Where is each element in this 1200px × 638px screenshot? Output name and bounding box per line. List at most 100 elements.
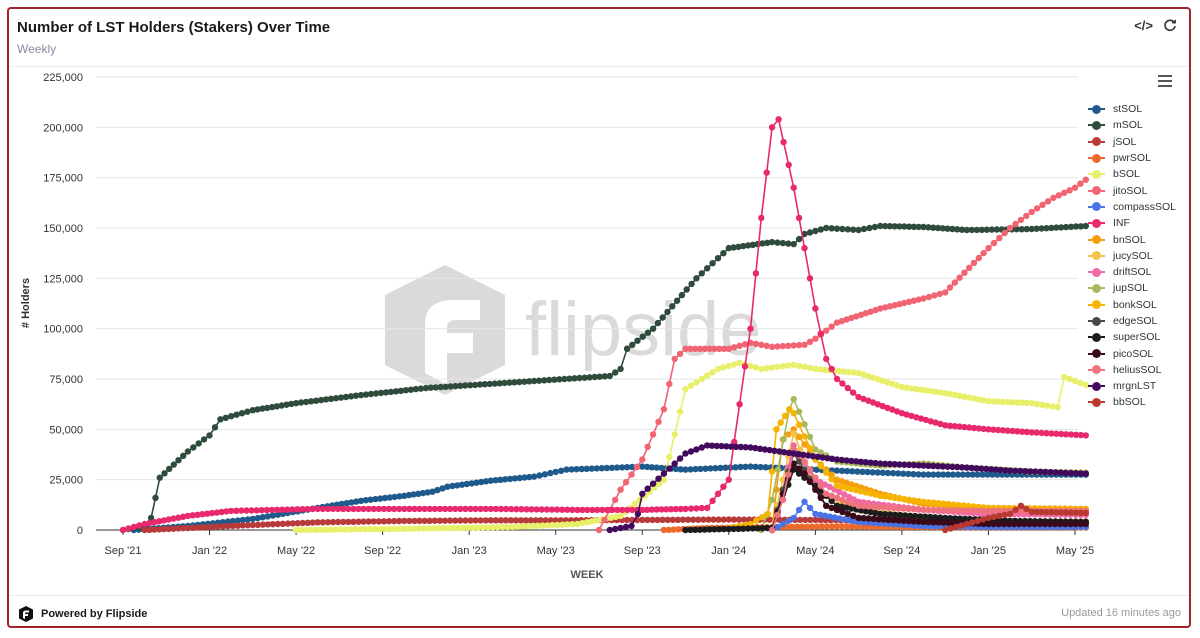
data-point [1072, 223, 1080, 230]
data-point [258, 507, 265, 514]
legend-item-bnSOL[interactable]: bnSOL [1088, 231, 1176, 247]
legend-item-INF[interactable]: INF [1088, 215, 1176, 231]
data-point [1004, 398, 1011, 406]
data-point [125, 525, 132, 532]
data-point [910, 497, 918, 504]
data-point [1023, 505, 1030, 513]
data-point [119, 526, 127, 534]
data-point [692, 345, 699, 352]
legend-item-bbSOL[interactable]: bbSOL [1088, 394, 1176, 410]
data-point [679, 516, 687, 523]
data-point [249, 515, 256, 523]
legend-item-compassSOL[interactable]: compassSOL [1088, 199, 1176, 215]
data-point [766, 446, 773, 454]
data-point [892, 511, 899, 518]
data-point [264, 521, 271, 528]
data-point [622, 479, 630, 486]
data-point [910, 461, 918, 469]
refresh-icon[interactable] [1163, 18, 1177, 35]
data-point [893, 408, 901, 415]
data-point [233, 411, 240, 418]
data-point [833, 375, 841, 383]
footer-divider [9, 595, 1189, 596]
data-point [682, 466, 689, 473]
legend-item-jitoSOL[interactable]: jitoSOL [1088, 182, 1176, 198]
embed-code-icon[interactable]: </> [1134, 18, 1153, 33]
data-point [990, 426, 997, 433]
data-point [253, 507, 260, 514]
data-point [1018, 428, 1026, 435]
data-point [795, 341, 803, 349]
data-point [698, 375, 705, 383]
legend-item-mrgnLST[interactable]: mrgnLST [1088, 378, 1176, 394]
data-point [985, 514, 992, 522]
data-point [491, 380, 498, 387]
data-point [1077, 470, 1085, 477]
data-point [823, 490, 830, 497]
data-point [774, 466, 782, 473]
data-point [773, 426, 780, 433]
data-point [655, 418, 662, 425]
data-point [660, 476, 668, 483]
data-point [870, 503, 877, 510]
legend-item-superSOL[interactable]: superSOL [1088, 329, 1176, 345]
data-point [672, 505, 680, 513]
chart-menu-icon[interactable] [1158, 75, 1172, 90]
powered-by[interactable]: Powered by Flipside [17, 605, 147, 623]
legend-item-heliusSOL[interactable]: heliusSOL [1088, 362, 1176, 378]
data-point [917, 386, 925, 393]
data-point [841, 491, 848, 498]
data-point [674, 516, 682, 523]
x-tick-label: May '24 [796, 545, 834, 557]
data-point [908, 412, 915, 420]
legend-item-bSOL[interactable]: bSOL [1088, 166, 1176, 182]
data-point [951, 279, 958, 286]
legend-marker [1092, 137, 1101, 147]
legend-item-driftSOL[interactable]: driftSOL [1088, 264, 1176, 280]
data-point [979, 471, 986, 478]
legend-item-jucySOL[interactable]: jucySOL [1088, 248, 1176, 264]
data-point [1077, 379, 1084, 387]
data-point [839, 225, 846, 233]
data-point [482, 505, 489, 513]
legend-item-picoSOL[interactable]: picoSOL [1088, 345, 1176, 361]
data-point [348, 499, 355, 506]
data-point [445, 524, 452, 532]
data-point [524, 523, 531, 530]
data-point [309, 505, 316, 513]
legend-item-jupSOL[interactable]: jupSOL [1088, 280, 1176, 296]
data-point [506, 379, 513, 386]
data-point [530, 377, 538, 385]
data-point [1004, 427, 1011, 434]
data-point [935, 500, 942, 507]
data-point [1054, 404, 1061, 411]
legend-item-mSOL[interactable]: mSOL [1088, 117, 1176, 133]
data-point [838, 483, 845, 490]
data-point [463, 480, 470, 488]
data-point [322, 526, 329, 533]
legend-item-jSOL[interactable]: jSOL [1088, 134, 1176, 150]
legend-item-stSOL[interactable]: stSOL [1088, 101, 1176, 117]
y-tick-label: 0 [77, 525, 83, 537]
data-point [872, 306, 879, 314]
data-point [969, 519, 976, 526]
legend-item-bonkSOL[interactable]: bonkSOL [1088, 297, 1176, 313]
data-point [1082, 381, 1090, 389]
data-point [1033, 508, 1040, 516]
data-point [956, 392, 963, 399]
data-point [385, 518, 393, 525]
data-point [823, 224, 830, 232]
legend-item-pwrSOL[interactable]: pwrSOL [1088, 150, 1176, 166]
data-point [523, 506, 530, 513]
data-point [702, 465, 709, 472]
data-point [194, 524, 202, 531]
legend-item-edgeSOL[interactable]: edgeSOL [1088, 313, 1176, 329]
data-point [664, 516, 671, 523]
data-point [517, 517, 524, 524]
data-point [357, 391, 365, 399]
data-point [402, 387, 410, 394]
data-point [334, 518, 342, 526]
data-point [1044, 402, 1051, 409]
data-point [170, 525, 177, 532]
